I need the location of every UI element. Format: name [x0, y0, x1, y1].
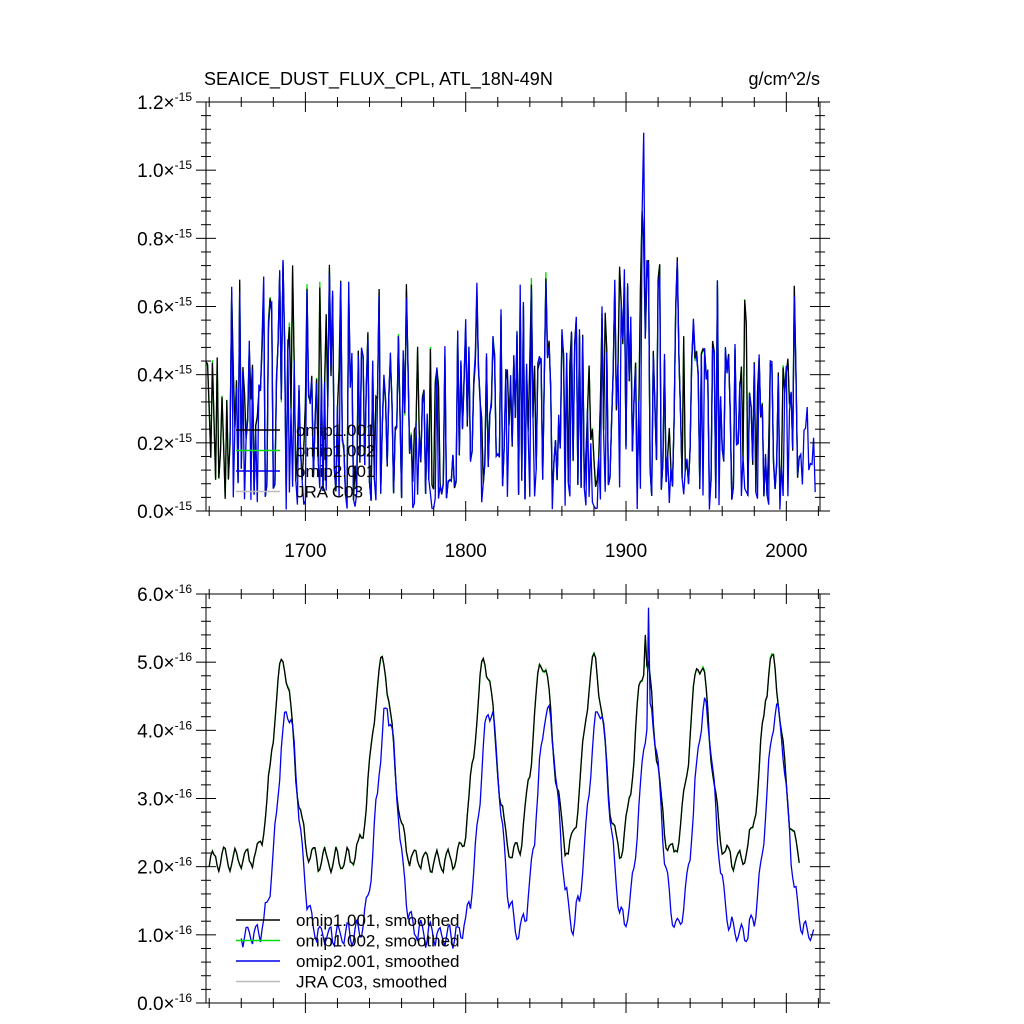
series-line-omip2-001: [240, 607, 815, 949]
legend-label: omip2.001: [296, 462, 375, 481]
smoothed-legend: omip1.001, smoothed omip1.002, smoothedom…: [236, 911, 460, 992]
units-label: g/cm^2/s: [749, 69, 820, 89]
legend-label: omip1.001: [296, 421, 375, 440]
y-tick-label: 1.0×-16: [137, 923, 192, 947]
annual-ticks: 1700 1800 1900 2000 0.0×-15 0.2×-15 0.4×-15 0.6…: [137, 90, 830, 562]
legend-label: omip1.001, smoothed: [296, 911, 460, 930]
y-tick-label: 6.0×-16: [137, 582, 192, 606]
legend-label: omip1.002, smoothed: [296, 932, 460, 951]
x-tick-label: 1800: [445, 541, 487, 562]
y-tick-label: 4.0×-16: [137, 718, 192, 742]
x-tick-label: 1900: [605, 541, 647, 562]
y-tick-label: 0.0×-16: [137, 991, 192, 1015]
series-line-omip2-001: [229, 132, 816, 510]
annual-panel: 1700 1800 1900 2000 0.0×-15 0.2×-15 0.4×-15 0.6…: [137, 90, 830, 562]
series-line-omip1-001: [208, 634, 800, 875]
smoothed-ticks: 0.0×-16 1.0×-16 2.0×-16 3.0×-16 4.0×-16 5.0×-…: [137, 582, 830, 1015]
y-tick-label: 3.0×-16: [137, 787, 192, 811]
y-tick-label: 5.0×-16: [137, 650, 192, 674]
y-tick-label: 0.4×-15: [137, 363, 192, 387]
smoothed-panel: 0.0×-16 1.0×-16 2.0×-16 3.0×-16 4.0×-16 5.0×-…: [137, 582, 830, 1015]
legend-label: omip1.002: [296, 442, 375, 461]
x-tick-label: 2000: [765, 541, 807, 562]
y-tick-label: 0.8×-15: [137, 226, 192, 250]
y-tick-label: 1.2×-15: [137, 90, 192, 114]
legend-label: JRA C03, smoothed: [296, 973, 447, 992]
annual-series-layer: [205, 132, 816, 510]
y-tick-label: 0.0×-15: [137, 499, 192, 523]
chart-title: SEAICE_DUST_FLUX_CPL, ATL_18N-49N: [204, 69, 553, 90]
smoothed-series-layer: [208, 607, 815, 949]
legend-label: omip2.001, smoothed: [296, 952, 460, 971]
y-tick-label: 0.2×-15: [137, 431, 192, 455]
y-tick-label: 0.6×-15: [137, 295, 192, 319]
x-tick-label: 1700: [284, 541, 326, 562]
y-tick-label: 2.0×-16: [137, 855, 192, 879]
legend-label: JRA C03: [296, 483, 363, 502]
y-tick-label: 1.0×-15: [137, 158, 192, 182]
